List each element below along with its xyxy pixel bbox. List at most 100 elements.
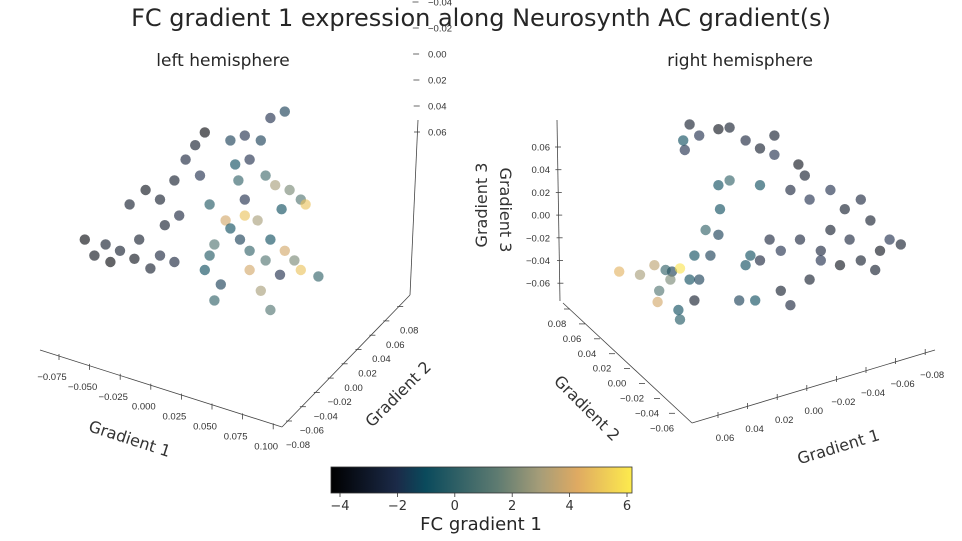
y-tick-label: −0.06 [650,423,674,434]
scatter-point [190,140,201,151]
z-tick-label: 0.06 [532,143,551,154]
scatter-point [684,274,695,285]
scatter-point [684,119,695,130]
scatter-point [209,295,220,306]
y-ticks: −0.08 −0.06 −0.04 −0.02 0.00 0.02 0.04 0.06 0.08 [286,306,418,451]
scatter-point [114,245,126,256]
scatter-point [270,180,281,191]
y-axis-line [562,302,693,424]
x-tick-label: 0.04 [745,424,764,435]
scatter-point [764,234,775,245]
y-tick-label: 0.04 [578,349,597,360]
scatter-point [199,127,210,138]
y-tick-label: 0.02 [593,364,612,375]
scatter-point [100,239,111,250]
z-axis-line [409,119,419,296]
z-tick-label: 0.04 [428,102,447,113]
scatter-point [740,135,751,146]
y-tick-label: −0.04 [635,408,659,419]
scatter-point [785,184,796,196]
scatter-point [209,239,220,250]
scatter-point [134,234,145,245]
scatter-points [614,119,906,325]
scatter-point [289,255,300,266]
scatter-point [180,154,191,165]
x-tick-label: −0.025 [99,392,128,403]
y-tick-label: 0.00 [608,379,627,390]
scatter-point [649,260,660,271]
z-axis-line [556,119,561,302]
scatter-point [239,194,250,205]
scatter-point [129,253,140,264]
scatter-point [244,245,255,256]
scatter-point [678,135,689,146]
scatter-point [239,210,250,221]
y-tick-label: −0.06 [300,426,324,437]
y-tick-label: −0.08 [286,440,310,451]
scatter-point [775,245,786,256]
scatter-point [614,266,625,277]
scatter-point [775,285,786,296]
scatter-point [260,255,271,266]
z-tick-label: 0.06 [428,128,447,139]
colorbar-tick-label: −2 [388,499,407,514]
scatter-point [799,170,810,181]
scatter-point [279,106,290,117]
scatter-point [169,175,180,186]
z-tick-label: −0.02 [526,233,550,244]
x-ticks: 0.06 0.04 0.02 0.00 −0.02 −0.04 −0.06 −0.08 [716,349,944,444]
scatter-point [234,234,246,245]
scatter-point [815,255,826,266]
scatter-point [140,184,151,196]
scatter-point [300,199,311,210]
x-tick-label: −0.08 [920,370,944,381]
scatter-point [694,130,705,141]
scatter-point [785,300,796,311]
scatter-point [169,256,180,268]
scatter-point [825,184,836,196]
scatter-point [279,245,290,256]
scatter-point [734,295,745,306]
x-tick-label: 0.00 [805,406,824,417]
x-tick-label: −0.06 [891,379,915,390]
x-axis-label: Gradient 1 [795,425,882,468]
scatter-point [855,255,866,266]
scatter-point [295,264,306,276]
scatter-point [225,223,236,234]
scatter-point [694,274,705,285]
scatter-point [713,124,724,135]
scatter-point [239,130,250,141]
y-axis-line [281,294,411,428]
x-tick-label: 0.06 [716,433,735,444]
scatter-point [194,170,206,181]
z-tick-label: 0.04 [532,165,551,176]
scatter-point [855,194,866,205]
scatter-point [740,260,751,271]
x-tick-label: −0.050 [68,382,97,393]
x-axis-line [39,349,283,428]
scatter-point [265,112,276,124]
scatter-point [724,175,735,186]
scatter-point [754,180,766,191]
scatter-point [244,154,255,165]
y-tick-label: −0.02 [620,394,644,405]
scatter-point [844,234,855,245]
scatter-point [220,215,231,226]
scatter-point [174,210,185,221]
scatter-point [825,224,836,236]
y-tick-label: 0.08 [548,319,567,330]
x-ticks: −0.075−0.050−0.025 0.000 0.025 0.050 0.075 0.… [37,354,278,452]
scatter-point [839,204,850,215]
x-tick-label: 0.000 [132,402,156,413]
scatter-point [255,285,266,296]
scatter-point [79,234,91,245]
x-tick-label: −0.075 [37,372,66,383]
scatter-point [654,285,665,296]
z-ticks: 0.06 0.04 0.02 0.00 −0.02 −0.04 −0.06 [526,143,564,290]
scatter-point [233,175,244,186]
panel-left-hemisphere: left hemisphere −0.075−0.050−0.025 0.000 0… [37,0,491,461]
z-axis-label: Gradient 3 [472,163,491,248]
z-tick-label: 0.02 [428,76,447,87]
x-tick-label: −0.02 [831,397,855,408]
